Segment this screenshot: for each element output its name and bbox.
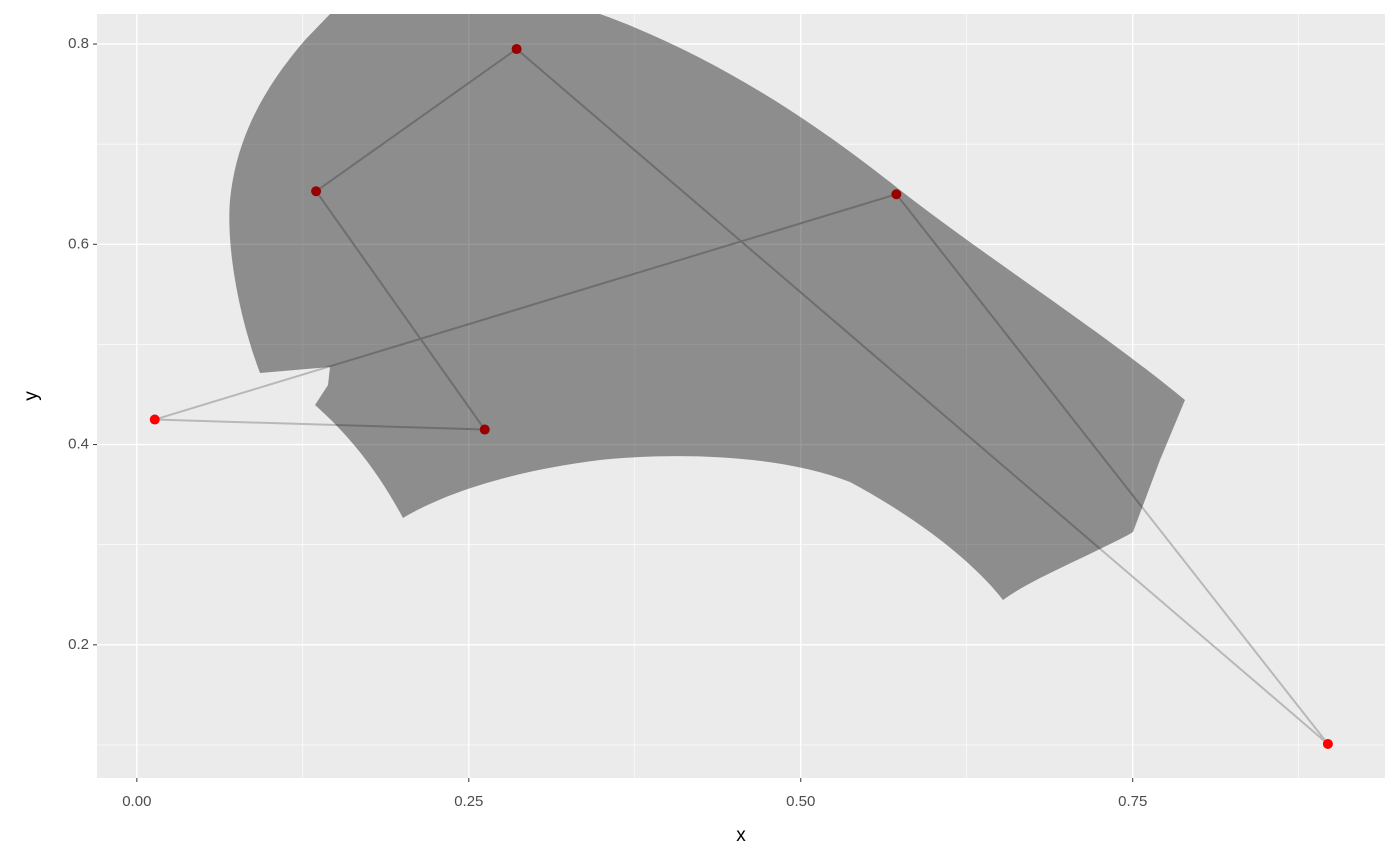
point [1322, 738, 1333, 749]
point [511, 44, 522, 55]
y-tick-label: 0.4 [68, 436, 89, 453]
point [311, 186, 322, 197]
y-tick-label: 0.8 [68, 35, 89, 52]
x-tick-label: 0.50 [786, 793, 815, 810]
x-tick-label: 0.00 [122, 793, 151, 810]
panel [97, 14, 1385, 778]
point [891, 189, 902, 200]
point [149, 414, 160, 425]
x-axis-title: x [736, 825, 746, 846]
x-tick-label: 0.75 [1118, 793, 1147, 810]
y-axis-title: y [21, 391, 42, 401]
marks [149, 44, 1333, 749]
point [479, 424, 490, 435]
x-tick-label: 0.25 [454, 793, 483, 810]
y-tick-label: 0.2 [68, 636, 89, 653]
axes: 0.00 0.25 0.50 0.75 0.2 0.4 0.6 0.8 [68, 35, 1147, 810]
y-tick-label: 0.6 [68, 235, 89, 252]
blob-shape [229, 14, 1185, 600]
grid [97, 14, 1385, 778]
